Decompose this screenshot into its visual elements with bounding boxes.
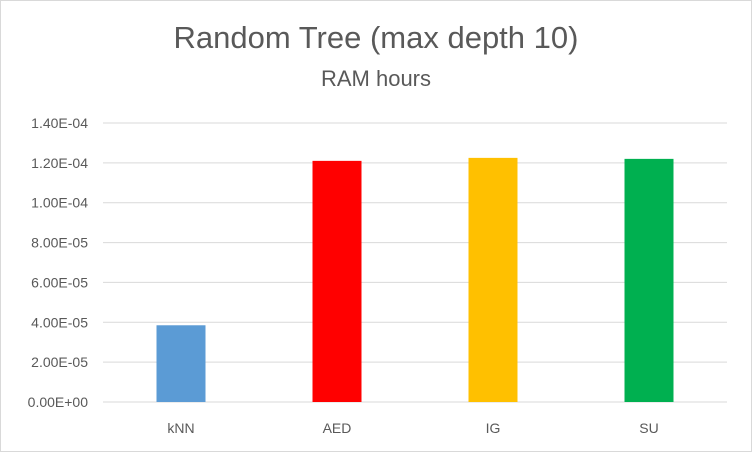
y-tick-label: 2.00E-05 <box>31 354 88 370</box>
y-tick-label: 1.20E-04 <box>31 155 88 171</box>
gridlines <box>103 122 727 403</box>
y-tick-label: 8.00E-05 <box>31 235 88 251</box>
x-tick-label: AED <box>323 420 352 436</box>
y-tick-label: 1.00E-04 <box>31 195 88 211</box>
bars <box>156 157 674 402</box>
x-axis-ticks: kNN AED IG SU <box>167 420 658 436</box>
bar-ig <box>468 157 518 402</box>
y-axis-ticks: 0.00E+00 2.00E-05 4.00E-05 6.00E-05 8.00E-05… <box>28 115 89 410</box>
y-tick-label: 6.00E-05 <box>31 274 88 290</box>
chart-title: Random Tree (max depth 10) <box>173 20 579 55</box>
x-tick-label: kNN <box>167 420 194 436</box>
chart-subtitle: RAM hours <box>320 66 432 91</box>
bar-su <box>624 158 674 402</box>
bar-aed <box>312 160 362 402</box>
y-tick-label: 4.00E-05 <box>31 314 88 330</box>
bar-knn <box>156 325 206 402</box>
x-tick-label: IG <box>486 420 501 436</box>
x-tick-label: SU <box>639 420 658 436</box>
y-tick-label: 0.00E+00 <box>28 394 89 410</box>
y-tick-label: 1.40E-04 <box>31 115 88 131</box>
